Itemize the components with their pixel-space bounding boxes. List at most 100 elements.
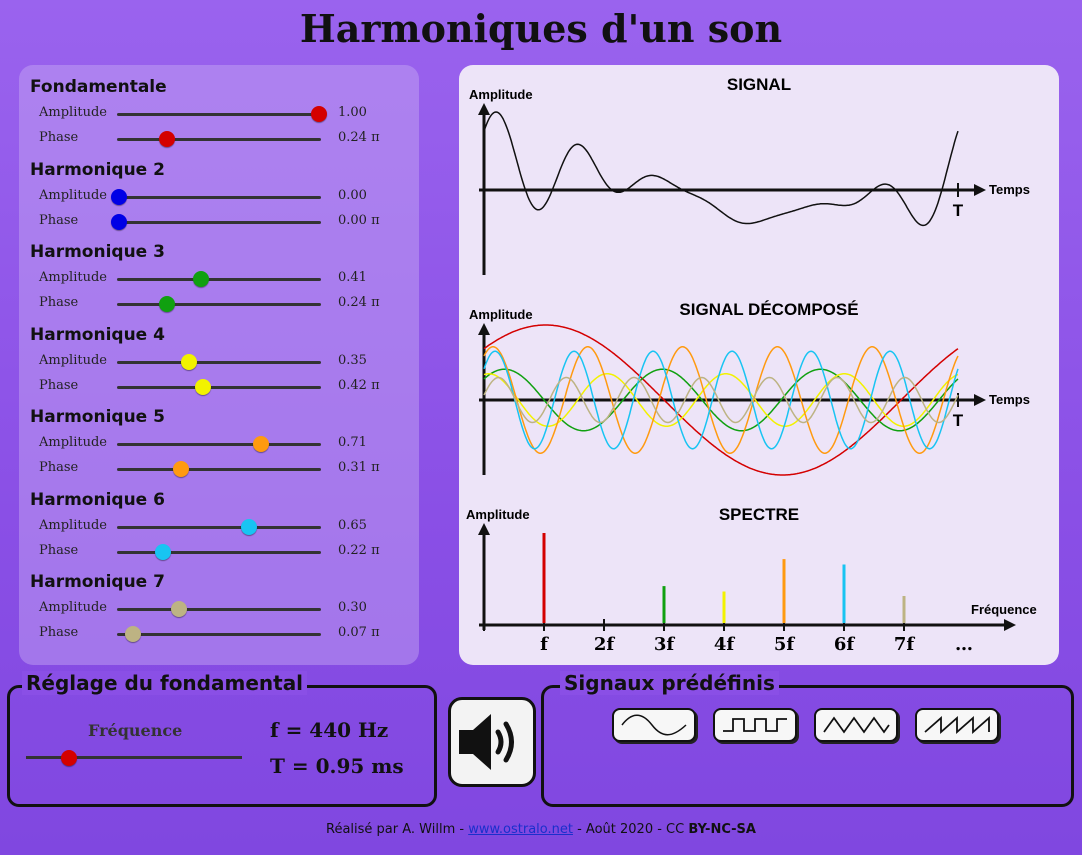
triangle-wave-icon: [823, 716, 890, 734]
spectrum-tick-label: 3f: [654, 634, 676, 655]
amplitude-slider[interactable]: [117, 113, 321, 116]
harmonic-title: Harmonique 4: [30, 324, 165, 345]
amplitude-slider-knob[interactable]: [181, 353, 197, 370]
play-sound-button[interactable]: [448, 697, 536, 787]
frequency-label: Fréquence: [88, 721, 183, 740]
phase-slider-knob[interactable]: [195, 378, 211, 395]
harmonic-title: Harmonique 6: [30, 489, 165, 510]
decomposed-ylabel: Amplitude: [469, 307, 533, 322]
amplitude-label: Amplitude: [39, 270, 107, 285]
preset-sine-button[interactable]: [612, 708, 696, 742]
amplitude-slider-knob[interactable]: [111, 188, 127, 205]
phase-slider-knob[interactable]: [125, 626, 141, 642]
amplitude-row: Amplitude 0.00: [19, 185, 419, 209]
component-curve-3: [483, 368, 959, 432]
amplitude-label: Amplitude: [39, 600, 107, 615]
preset-square-button[interactable]: [713, 708, 797, 742]
amplitude-slider-knob[interactable]: [311, 106, 327, 122]
phase-label: Phase: [39, 542, 79, 558]
amplitude-slider-knob[interactable]: [253, 436, 269, 452]
amplitude-slider-knob[interactable]: [193, 271, 209, 287]
phase-row: Phase 0.31 π: [19, 457, 419, 481]
phase-value: 0.24 π: [338, 295, 380, 310]
amplitude-value: 0.71: [338, 435, 367, 450]
spectrum-bars: f 2f 3f 4f 5f 6f 7f …: [483, 533, 973, 655]
amplitude-slider[interactable]: [117, 278, 321, 281]
phase-slider-knob[interactable]: [173, 461, 189, 477]
component-curve-7: [483, 376, 959, 424]
amplitude-slider[interactable]: [117, 608, 321, 611]
phase-value: 0.22 π: [338, 542, 380, 558]
phase-slider[interactable]: [117, 220, 321, 224]
phase-label: Phase: [39, 460, 79, 475]
harmonic-block-3: Harmonique 3 Amplitude 0.41 Phase 0.24 π: [19, 230, 419, 312]
frequency-slider-track: [26, 756, 242, 759]
phase-slider[interactable]: [117, 550, 321, 554]
harmonics-control-panel: Fondamentale Amplitude 1.00 Phase 0.24 π Harm…: [19, 65, 419, 665]
phase-label: Phase: [39, 130, 79, 145]
spectrum-xlabel: Fréquence: [971, 602, 1037, 617]
spectrum-title: SPECTRE: [719, 505, 799, 524]
frequency-slider[interactable]: [26, 748, 242, 768]
amplitude-slider[interactable]: [117, 525, 321, 529]
sine-wave-icon: [621, 714, 687, 736]
phase-label: Phase: [39, 212, 79, 228]
phase-slider[interactable]: [117, 385, 321, 389]
amplitude-slider[interactable]: [117, 360, 321, 364]
phase-slider[interactable]: [117, 633, 321, 636]
component-curve-4: [483, 373, 959, 428]
graphs-canvas: SIGNAL Amplitude Temps T SIGNAL DÉCOMPOS…: [466, 75, 1037, 655]
page-title: Harmoniques d'un son: [299, 6, 783, 51]
preset-triangle-button[interactable]: [814, 708, 898, 742]
spectrum-tick-label: 2f: [594, 634, 616, 655]
phase-row: Phase 0.42 π: [19, 375, 419, 399]
harmonic-block-6: Harmonique 6 Amplitude 0.65 Phase 0.22 π: [19, 478, 419, 560]
footer-license: BY-NC-SA: [688, 822, 756, 837]
fundamental-settings: Réglage du fondamental Fréquence f = 440…: [7, 671, 437, 807]
phase-slider-knob[interactable]: [155, 543, 171, 560]
amplitude-label: Amplitude: [39, 435, 107, 450]
spectrum-tick-label: …: [955, 634, 973, 655]
graphs-panel: SIGNAL Amplitude Temps T SIGNAL DÉCOMPOS…: [459, 65, 1059, 665]
amplitude-value: 0.65: [338, 517, 367, 533]
phase-label: Phase: [39, 625, 79, 640]
spectrum-bar-4: [722, 591, 726, 623]
spectrum-tick-label: 7f: [894, 634, 916, 655]
signal-curve: [483, 111, 959, 227]
spectrum-tick-label: 6f: [834, 634, 856, 655]
frequency-slider-knob[interactable]: [61, 750, 78, 766]
phase-value: 0.24 π: [338, 130, 380, 145]
fundamental-legend: Réglage du fondamental: [22, 671, 308, 695]
footer-link[interactable]: www.ostralo.net: [468, 822, 573, 837]
harmonic-title: Harmonique 7: [30, 572, 165, 592]
harmonic-title: Harmonique 3: [30, 242, 165, 262]
amplitude-slider[interactable]: [117, 195, 321, 199]
phase-row: Phase 0.22 π: [19, 540, 419, 564]
decomposed-y-arrow: [478, 323, 490, 335]
phase-slider[interactable]: [117, 303, 321, 306]
amplitude-row: Amplitude 0.65: [19, 515, 419, 539]
amplitude-value: 0.41: [338, 270, 367, 285]
amplitude-row: Amplitude 0.41: [19, 267, 419, 291]
phase-slider-knob[interactable]: [111, 213, 127, 230]
amplitude-value: 0.35: [338, 352, 367, 368]
phase-slider[interactable]: [117, 468, 321, 471]
spectrum-tick-label: 4f: [714, 634, 736, 655]
amplitude-label: Amplitude: [39, 517, 107, 533]
signal-x-arrow: [974, 184, 986, 196]
spectrum-bar-7: [902, 596, 906, 623]
harmonic-block-7: Harmonique 7 Amplitude 0.30 Phase 0.07 π: [19, 560, 419, 642]
amplitude-slider[interactable]: [117, 443, 321, 446]
amplitude-row: Amplitude 0.71: [19, 432, 419, 456]
phase-slider-knob[interactable]: [159, 296, 175, 312]
preset-sawtooth-button[interactable]: [915, 708, 999, 742]
harmonic-block-1: Fondamentale Amplitude 1.00 Phase 0.24 π: [19, 65, 419, 147]
spectrum-x-arrow: [1004, 619, 1016, 631]
amplitude-slider-knob[interactable]: [171, 601, 187, 617]
spectrum-tick-label: 5f: [774, 634, 796, 655]
phase-slider[interactable]: [117, 138, 321, 141]
speaker-icon: [459, 714, 514, 770]
amplitude-slider-knob[interactable]: [241, 518, 257, 535]
spectrum-tick-label: f: [540, 634, 549, 655]
phase-slider-knob[interactable]: [159, 131, 175, 147]
